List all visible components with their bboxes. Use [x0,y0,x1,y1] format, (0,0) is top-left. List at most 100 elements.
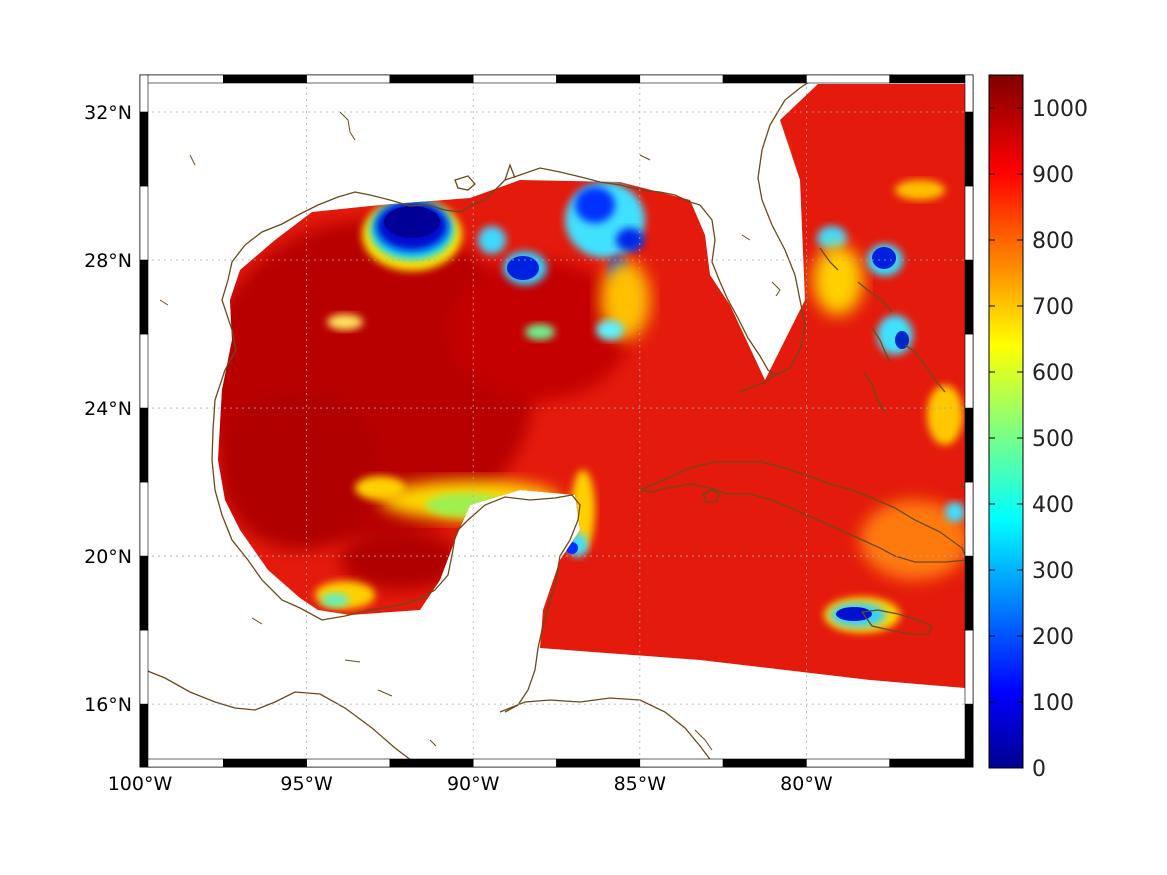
border-segment [964,333,974,409]
latitude-labels: 16°N 20°N 24°N 28°N 32°N [84,102,132,716]
coastline-central-america [139,667,421,768]
border-segment [472,74,557,84]
border-segment [139,74,149,113]
border-segment [964,74,974,113]
border-segment [889,74,974,84]
border-segment [639,74,724,84]
colorbar-tick-label: 300 [1032,559,1074,584]
island-6 [344,659,361,663]
border-segment [306,758,391,768]
field-desoto-blue-1 [575,187,615,223]
border-segment [139,259,149,335]
border-segment [964,259,974,335]
lon-tick-label: 90°W [447,773,500,795]
lat-tick-label: 28°N [84,250,132,272]
lon-tick-label: 80°W [780,773,833,795]
lon-tick-label: 95°W [280,773,333,795]
border-segment [964,481,974,557]
island-8 [429,739,437,747]
island-9 [694,729,713,751]
checkered-border [139,74,974,768]
field-bahamas-yellow [813,245,863,315]
border-segment [964,703,974,768]
coastline-mobile-bay [504,163,516,181]
island-1 [339,111,356,141]
coastline-bahamas-1 [857,281,893,313]
colorbar: 0 100 200 300 400 500 600 700 800 900 1000 [988,74,1088,782]
small-islands [159,111,781,751]
lat-tick-label: 20°N [84,546,132,568]
border-segment [139,481,149,557]
field-orange-patch [860,500,965,580]
border-segment [556,74,641,84]
border-segment [139,111,149,187]
lat-tick-label: 32°N [84,102,132,124]
lat-tick-label: 16°N [84,694,132,716]
border-segment [139,758,224,768]
field-desoto-cyan-2 [596,320,624,340]
border-segment [139,333,149,409]
field-bahamas-yellow-2 [895,180,945,200]
border-segment [223,758,307,768]
coastline-gulf-north [244,167,701,246]
field-andros-blue [895,331,909,349]
island-10 [251,617,263,625]
colorbar-tick-label: 600 [1032,361,1074,386]
border-segment [139,629,149,705]
border-segment [139,555,149,631]
coastline-bahamas-3 [904,344,946,393]
field-louisiana-core [384,206,440,238]
coastline-isle-of-youth [702,489,721,503]
field-west-streak [327,314,363,330]
border-segment [964,555,974,631]
field-bahamas-yellow-3 [927,385,963,445]
coastline-florida-east [757,77,816,376]
colorbar-ticks: 0 100 200 300 400 500 600 700 800 900 1000 [989,97,1088,782]
field-bahamas-blue [872,247,896,269]
island-4 [741,234,751,241]
field-campeche-south-cyan [321,593,349,607]
lon-tick-label: 100°W [108,773,173,795]
colorbar-tick-label: 1000 [1032,97,1088,122]
island-7 [377,689,393,697]
border-segment [556,758,641,768]
colorbar-gradient [988,74,1024,769]
coastline-bahamas-4 [819,247,839,271]
border-segment [389,74,474,84]
colorbar-tick-label: 900 [1032,163,1074,188]
border-segment [306,74,391,84]
colorbar-tick-label: 400 [1032,493,1074,518]
colorbar-tick-label: 200 [1032,625,1074,650]
island-5 [771,281,781,297]
field-dark-core-2 [220,390,380,550]
border-segment [472,758,557,768]
border-segment [389,758,474,768]
border-segment [806,74,891,84]
border-segment [139,185,149,261]
island-2 [189,154,196,166]
border-segment [964,111,974,187]
border-segment [964,185,974,261]
coastline-honduras [499,697,716,767]
border-segment [722,74,807,84]
coastline-cuba [637,461,970,563]
coastline-louisiana-detail [454,175,476,191]
field-delta-cyan-2 [478,226,506,254]
coastline-florida-keys [737,374,776,393]
border-segment [139,74,224,84]
field-delta-blue [507,256,539,280]
coastline-jamaica [860,609,933,635]
field-desoto-yellow [600,260,650,340]
island-3 [159,299,169,306]
field-desoto-green [525,324,555,340]
field-desoto-blue-2 [616,228,644,252]
border-segment [139,703,149,768]
island-11 [639,154,651,161]
coastline-texas-mexico [211,244,581,649]
coastline-florida-west [699,204,776,376]
border-segment [722,758,807,768]
map-grid [140,75,973,767]
border-segment [639,758,724,768]
colorbar-tick-label: 800 [1032,229,1074,254]
field-jamaica-blue [836,607,872,621]
